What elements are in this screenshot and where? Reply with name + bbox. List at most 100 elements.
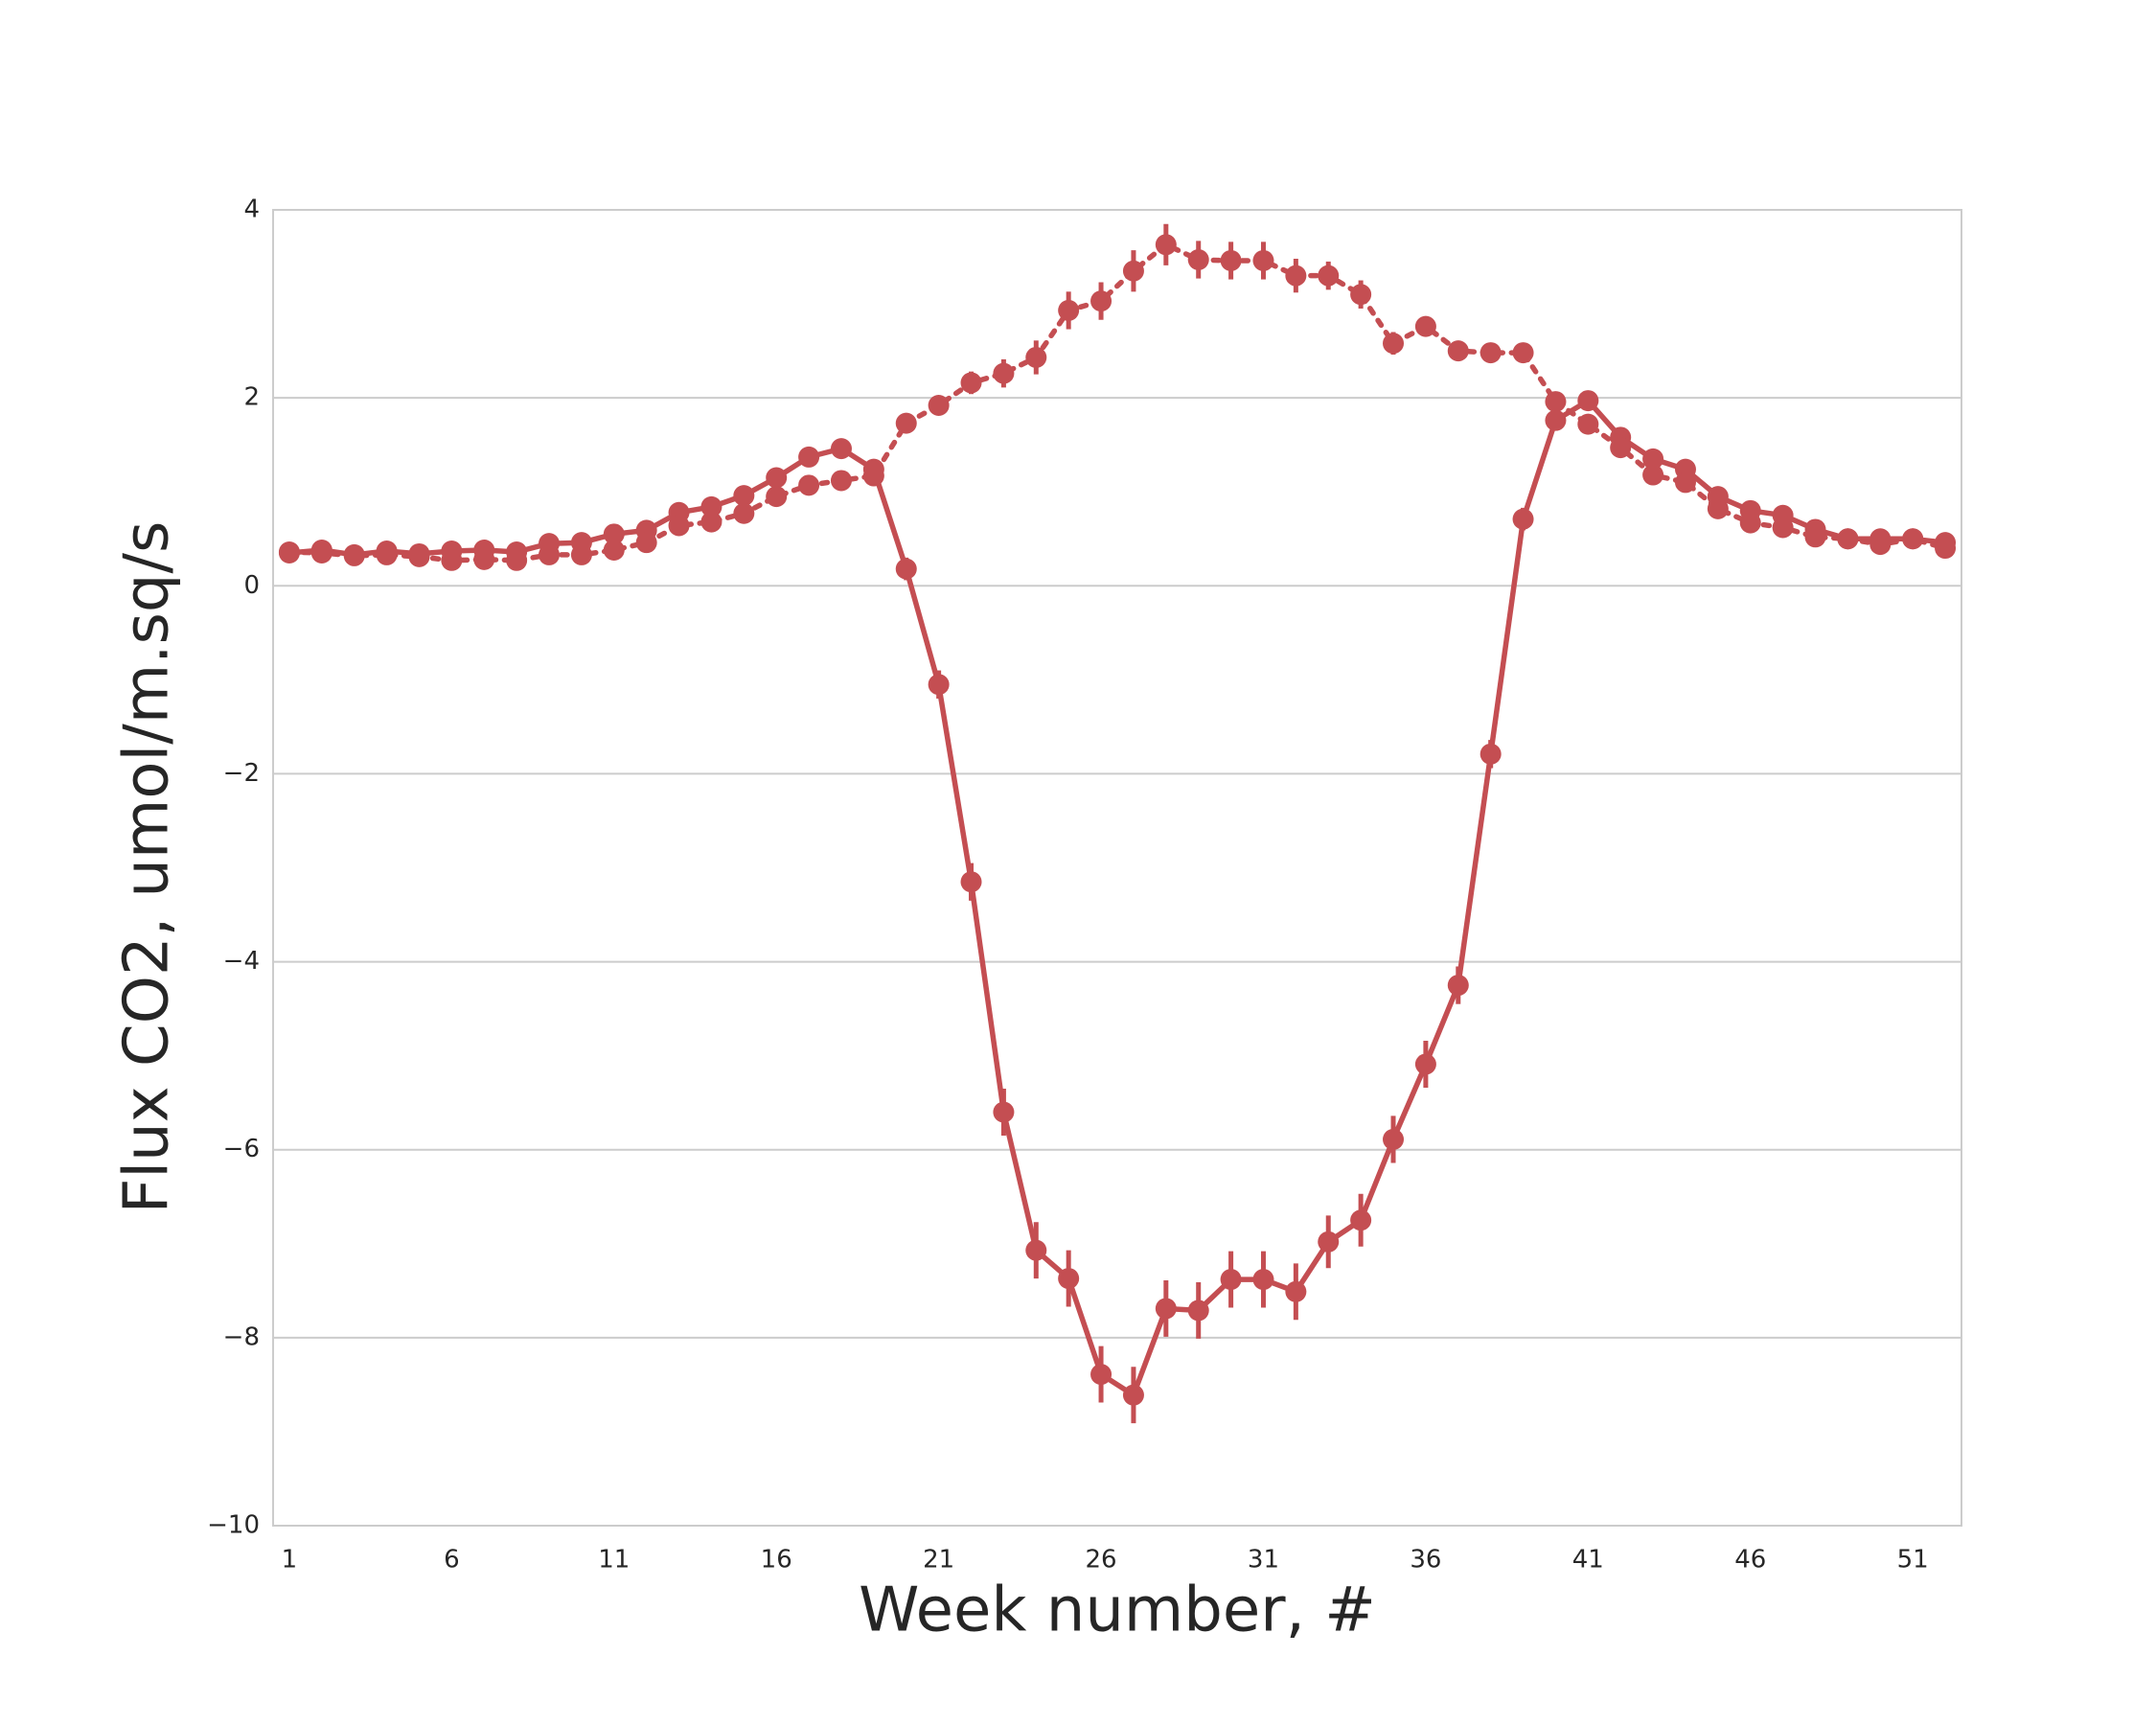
y-tick-label: 2	[243, 383, 260, 412]
point	[278, 540, 300, 563]
x-tick-label: 41	[1572, 1546, 1604, 1575]
point	[830, 438, 852, 460]
point	[1837, 528, 1859, 550]
point	[895, 558, 917, 580]
point	[1610, 437, 1632, 459]
point	[798, 474, 820, 496]
y-axis-label: Flux CO2, umol/m.sq/s	[112, 521, 183, 1214]
point	[1285, 1280, 1307, 1302]
point	[1058, 1268, 1080, 1290]
point	[1512, 342, 1534, 364]
point	[668, 515, 690, 537]
point	[960, 871, 982, 893]
point	[1383, 333, 1405, 355]
point	[1869, 534, 1892, 556]
x-tick-label: 31	[1248, 1546, 1279, 1575]
y-tick-label: −8	[223, 1322, 260, 1351]
series-line	[288, 398, 1946, 1398]
point	[1252, 1269, 1274, 1291]
point	[1447, 975, 1469, 997]
point	[310, 541, 333, 564]
point	[766, 467, 788, 489]
point	[1058, 299, 1080, 321]
point	[1155, 234, 1177, 256]
point	[862, 465, 884, 487]
point	[1220, 1269, 1242, 1291]
point	[1220, 249, 1242, 271]
point	[830, 470, 852, 492]
point	[1252, 249, 1274, 271]
point	[700, 495, 722, 518]
point	[1935, 538, 1957, 560]
point	[1804, 526, 1826, 548]
point	[733, 502, 755, 524]
x-tick-label: 11	[598, 1546, 630, 1575]
y-tick-label: −6	[223, 1135, 260, 1163]
point	[635, 532, 657, 554]
x-axis-label: Week number, #	[859, 1576, 1376, 1646]
point	[603, 523, 625, 545]
point	[1479, 743, 1502, 765]
y-tick-label: −4	[223, 947, 260, 976]
point	[506, 549, 528, 571]
x-tick-label: 36	[1410, 1546, 1441, 1575]
point	[1772, 517, 1794, 539]
point	[441, 549, 463, 571]
point	[1707, 497, 1729, 519]
point	[1285, 264, 1307, 287]
y-tick-label: 4	[243, 196, 260, 224]
point	[376, 543, 398, 565]
point	[408, 545, 430, 567]
point	[473, 548, 495, 570]
point	[1545, 409, 1567, 431]
point	[570, 543, 592, 565]
point	[733, 485, 755, 507]
point	[1414, 315, 1436, 337]
point	[1545, 391, 1567, 413]
point	[1414, 1053, 1436, 1075]
x-tick-label: 1	[282, 1546, 298, 1575]
x-tick-label: 46	[1734, 1546, 1766, 1575]
series-line	[287, 242, 1948, 564]
point	[766, 486, 788, 508]
point	[1090, 1364, 1112, 1386]
point	[603, 540, 625, 562]
point	[993, 1101, 1015, 1123]
point	[1577, 413, 1599, 435]
point	[1902, 528, 1924, 550]
point	[960, 372, 982, 394]
point	[1122, 1384, 1144, 1406]
point	[700, 511, 722, 533]
point	[928, 674, 950, 696]
point	[1090, 290, 1112, 312]
y-tick-label: −10	[207, 1511, 260, 1540]
point	[1739, 512, 1761, 534]
point	[539, 543, 561, 565]
y-tick-label: 0	[243, 571, 260, 600]
point	[343, 544, 365, 566]
point	[928, 394, 950, 416]
point	[1642, 448, 1664, 470]
point	[1318, 1230, 1340, 1253]
point	[1025, 346, 1047, 368]
x-tick-label: 16	[761, 1546, 792, 1575]
point	[1512, 508, 1534, 530]
point	[895, 412, 917, 434]
point	[1577, 390, 1599, 412]
point	[798, 446, 820, 468]
y-tick-label: −2	[223, 759, 260, 788]
point	[1025, 1239, 1047, 1261]
point	[1350, 284, 1372, 306]
point	[1122, 260, 1144, 282]
point	[1674, 472, 1696, 494]
x-tick-label: 6	[444, 1546, 460, 1575]
point	[1187, 1300, 1209, 1322]
point	[1350, 1209, 1372, 1231]
point	[993, 362, 1015, 384]
point	[1447, 340, 1469, 362]
point	[1479, 342, 1502, 364]
x-tick-label: 51	[1897, 1546, 1929, 1575]
point	[1642, 464, 1664, 486]
